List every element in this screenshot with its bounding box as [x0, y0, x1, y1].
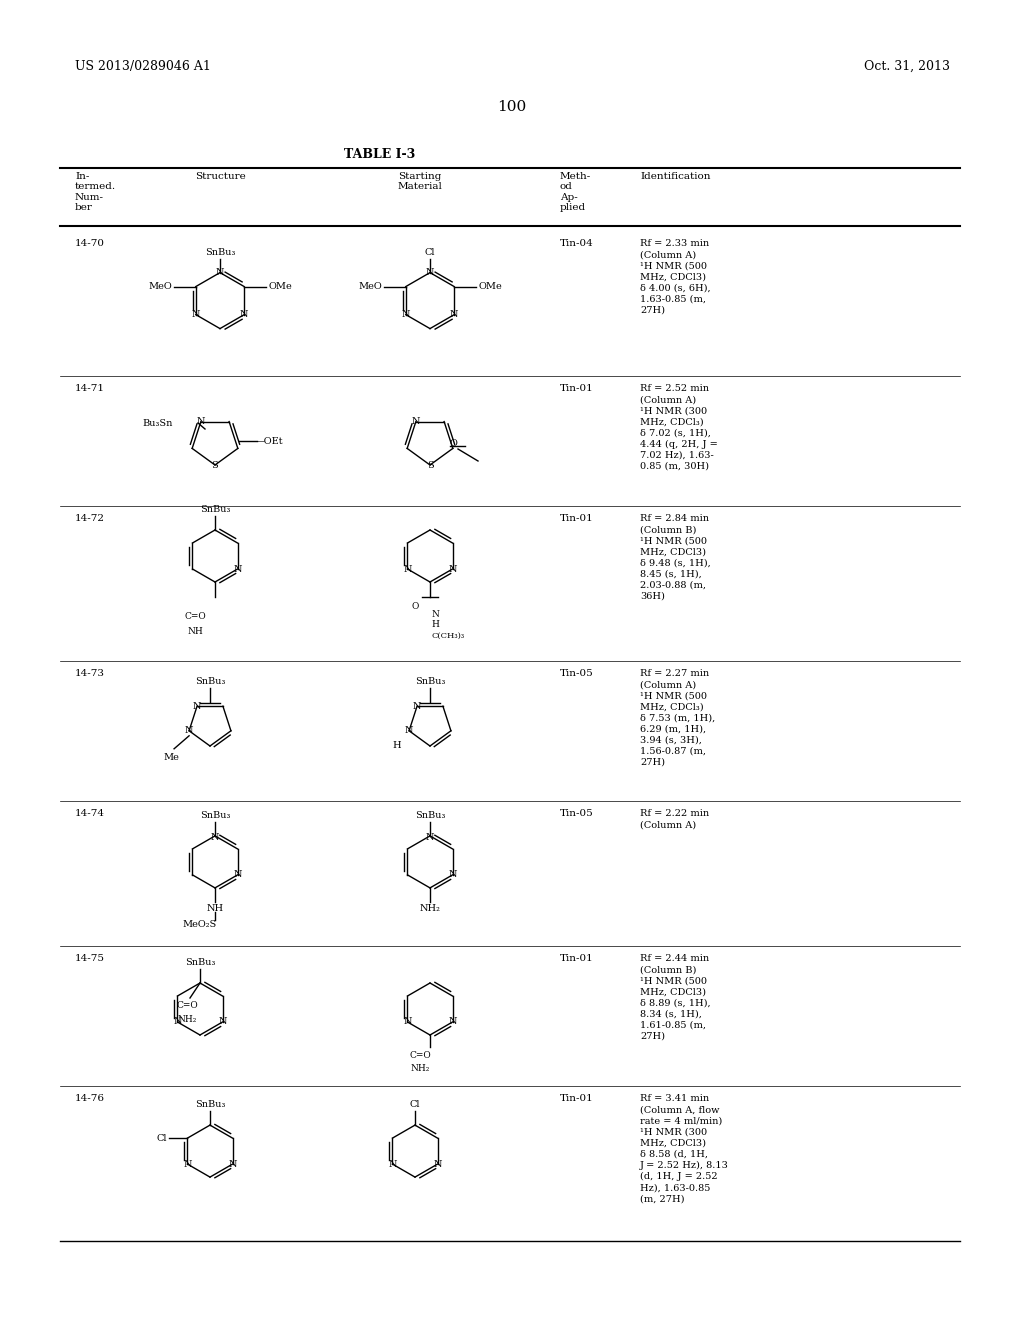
Text: Tin-01: Tin-01: [560, 1094, 594, 1104]
Text: C=O: C=O: [410, 1051, 431, 1060]
Text: 14-70: 14-70: [75, 239, 105, 248]
Text: NH₂: NH₂: [411, 1064, 430, 1073]
Text: Rf = 2.27 min
(Column A)
¹H NMR (500
MHz, CDCl₃)
δ 7.53 (m, 1H),
6.29 (m, 1H),
3: Rf = 2.27 min (Column A) ¹H NMR (500 MHz…: [640, 669, 715, 767]
Text: N: N: [233, 870, 242, 879]
Text: N: N: [211, 833, 219, 842]
Text: Identification: Identification: [640, 172, 711, 181]
Text: 14-76: 14-76: [75, 1094, 105, 1104]
Text: 100: 100: [498, 100, 526, 114]
Text: N: N: [403, 1018, 412, 1027]
Text: Structure: Structure: [195, 172, 246, 181]
Text: —OEt: —OEt: [255, 437, 284, 446]
Text: N: N: [426, 268, 434, 277]
Text: In-
termed.
Num-
ber: In- termed. Num- ber: [75, 172, 116, 213]
Text: N: N: [173, 1018, 181, 1027]
Text: Cl: Cl: [425, 248, 435, 256]
Text: SnBu₃: SnBu₃: [184, 958, 215, 968]
Text: S: S: [212, 461, 218, 470]
Text: N: N: [183, 1159, 191, 1168]
Text: OMe: OMe: [268, 282, 292, 292]
Text: N: N: [388, 1159, 396, 1168]
Text: MeO: MeO: [148, 282, 172, 292]
Text: TABLE I-3: TABLE I-3: [344, 148, 416, 161]
Text: Tin-05: Tin-05: [560, 669, 594, 678]
Text: Rf = 2.22 min
(Column A): Rf = 2.22 min (Column A): [640, 809, 710, 829]
Text: Bu₃Sn: Bu₃Sn: [142, 418, 173, 428]
Text: Rf = 2.52 min
(Column A)
¹H NMR (300
MHz, CDCl₃)
δ 7.02 (s, 1H),
4.44 (q, 2H, J : Rf = 2.52 min (Column A) ¹H NMR (300 MHz…: [640, 384, 718, 471]
Text: SnBu₃: SnBu₃: [415, 677, 445, 686]
Text: Rf = 2.33 min
(Column A)
¹H NMR (500
MHz, CDCl3)
δ 4.00 (s, 6H),
1.63-0.85 (m,
2: Rf = 2.33 min (Column A) ¹H NMR (500 MHz…: [640, 239, 711, 314]
Text: Tin-04: Tin-04: [560, 239, 594, 248]
Text: Rf = 2.84 min
(Column B)
¹H NMR (500
MHz, CDCl3)
δ 9.48 (s, 1H),
8.45 (s, 1H),
2: Rf = 2.84 min (Column B) ¹H NMR (500 MHz…: [640, 513, 711, 601]
Text: SnBu₃: SnBu₃: [195, 677, 225, 686]
Text: N: N: [240, 310, 249, 319]
Text: NH₂: NH₂: [177, 1015, 197, 1024]
Text: US 2013/0289046 A1: US 2013/0289046 A1: [75, 59, 211, 73]
Text: SnBu₃: SnBu₃: [205, 248, 236, 256]
Text: N: N: [404, 726, 414, 735]
Text: N: N: [449, 870, 457, 879]
Text: MeO₂S: MeO₂S: [183, 920, 217, 929]
Text: Rf = 3.41 min
(Column A, flow
rate = 4 ml/min)
¹H NMR (300
MHz, CDCl3)
δ 8.58 (d: Rf = 3.41 min (Column A, flow rate = 4 m…: [640, 1094, 729, 1204]
Text: Tin-05: Tin-05: [560, 809, 594, 818]
Text: SnBu₃: SnBu₃: [415, 810, 445, 820]
Text: 14-75: 14-75: [75, 954, 105, 964]
Text: N: N: [191, 310, 200, 319]
Text: H: H: [393, 741, 401, 750]
Text: N: N: [412, 417, 420, 426]
Text: 14-73: 14-73: [75, 669, 105, 678]
Text: Meth-
od
Ap-
plied: Meth- od Ap- plied: [560, 172, 591, 213]
Text: NH₂: NH₂: [420, 904, 440, 913]
Text: SnBu₃: SnBu₃: [200, 506, 230, 513]
Text: N: N: [449, 1018, 457, 1027]
Text: O: O: [450, 438, 458, 447]
Text: N: N: [401, 310, 410, 319]
Text: Oct. 31, 2013: Oct. 31, 2013: [864, 59, 950, 73]
Text: Tin-01: Tin-01: [560, 954, 594, 964]
Text: Starting
Material: Starting Material: [397, 172, 442, 191]
Text: 14-72: 14-72: [75, 513, 105, 523]
Text: N: N: [216, 268, 224, 277]
Text: N: N: [403, 565, 412, 573]
Text: Rf = 2.44 min
(Column B)
¹H NMR (500
MHz, CDCl3)
δ 8.89 (s, 1H),
8.34 (s, 1H),
1: Rf = 2.44 min (Column B) ¹H NMR (500 MHz…: [640, 954, 711, 1040]
Text: N: N: [193, 702, 202, 710]
Text: SnBu₃: SnBu₃: [195, 1100, 225, 1109]
Text: N: N: [426, 833, 434, 842]
Text: N: N: [413, 702, 421, 710]
Text: N: N: [233, 565, 242, 573]
Text: N: N: [449, 565, 457, 573]
Text: NH: NH: [187, 627, 203, 636]
Text: O: O: [412, 602, 419, 611]
Text: Cl: Cl: [410, 1100, 420, 1109]
Text: Tin-01: Tin-01: [560, 513, 594, 523]
Text: C=O: C=O: [176, 1001, 198, 1010]
Text: N: N: [218, 1018, 226, 1027]
Text: N: N: [431, 610, 439, 619]
Text: Cl: Cl: [157, 1134, 168, 1143]
Text: H: H: [431, 620, 439, 630]
Text: N: N: [433, 1159, 441, 1168]
Text: NH: NH: [207, 904, 223, 913]
Text: Me: Me: [163, 752, 179, 762]
Text: 14-71: 14-71: [75, 384, 105, 393]
Text: N: N: [197, 417, 205, 426]
Text: 14-74: 14-74: [75, 809, 105, 818]
Text: Tin-01: Tin-01: [560, 384, 594, 393]
Text: N: N: [184, 726, 194, 735]
Text: OMe: OMe: [478, 282, 502, 292]
Text: N: N: [228, 1159, 237, 1168]
Text: S: S: [427, 461, 433, 470]
Text: C(CH₃)₃: C(CH₃)₃: [431, 632, 465, 640]
Text: N: N: [450, 310, 459, 319]
Text: C=O: C=O: [184, 612, 206, 620]
Text: SnBu₃: SnBu₃: [200, 810, 230, 820]
Text: MeO: MeO: [358, 282, 382, 292]
